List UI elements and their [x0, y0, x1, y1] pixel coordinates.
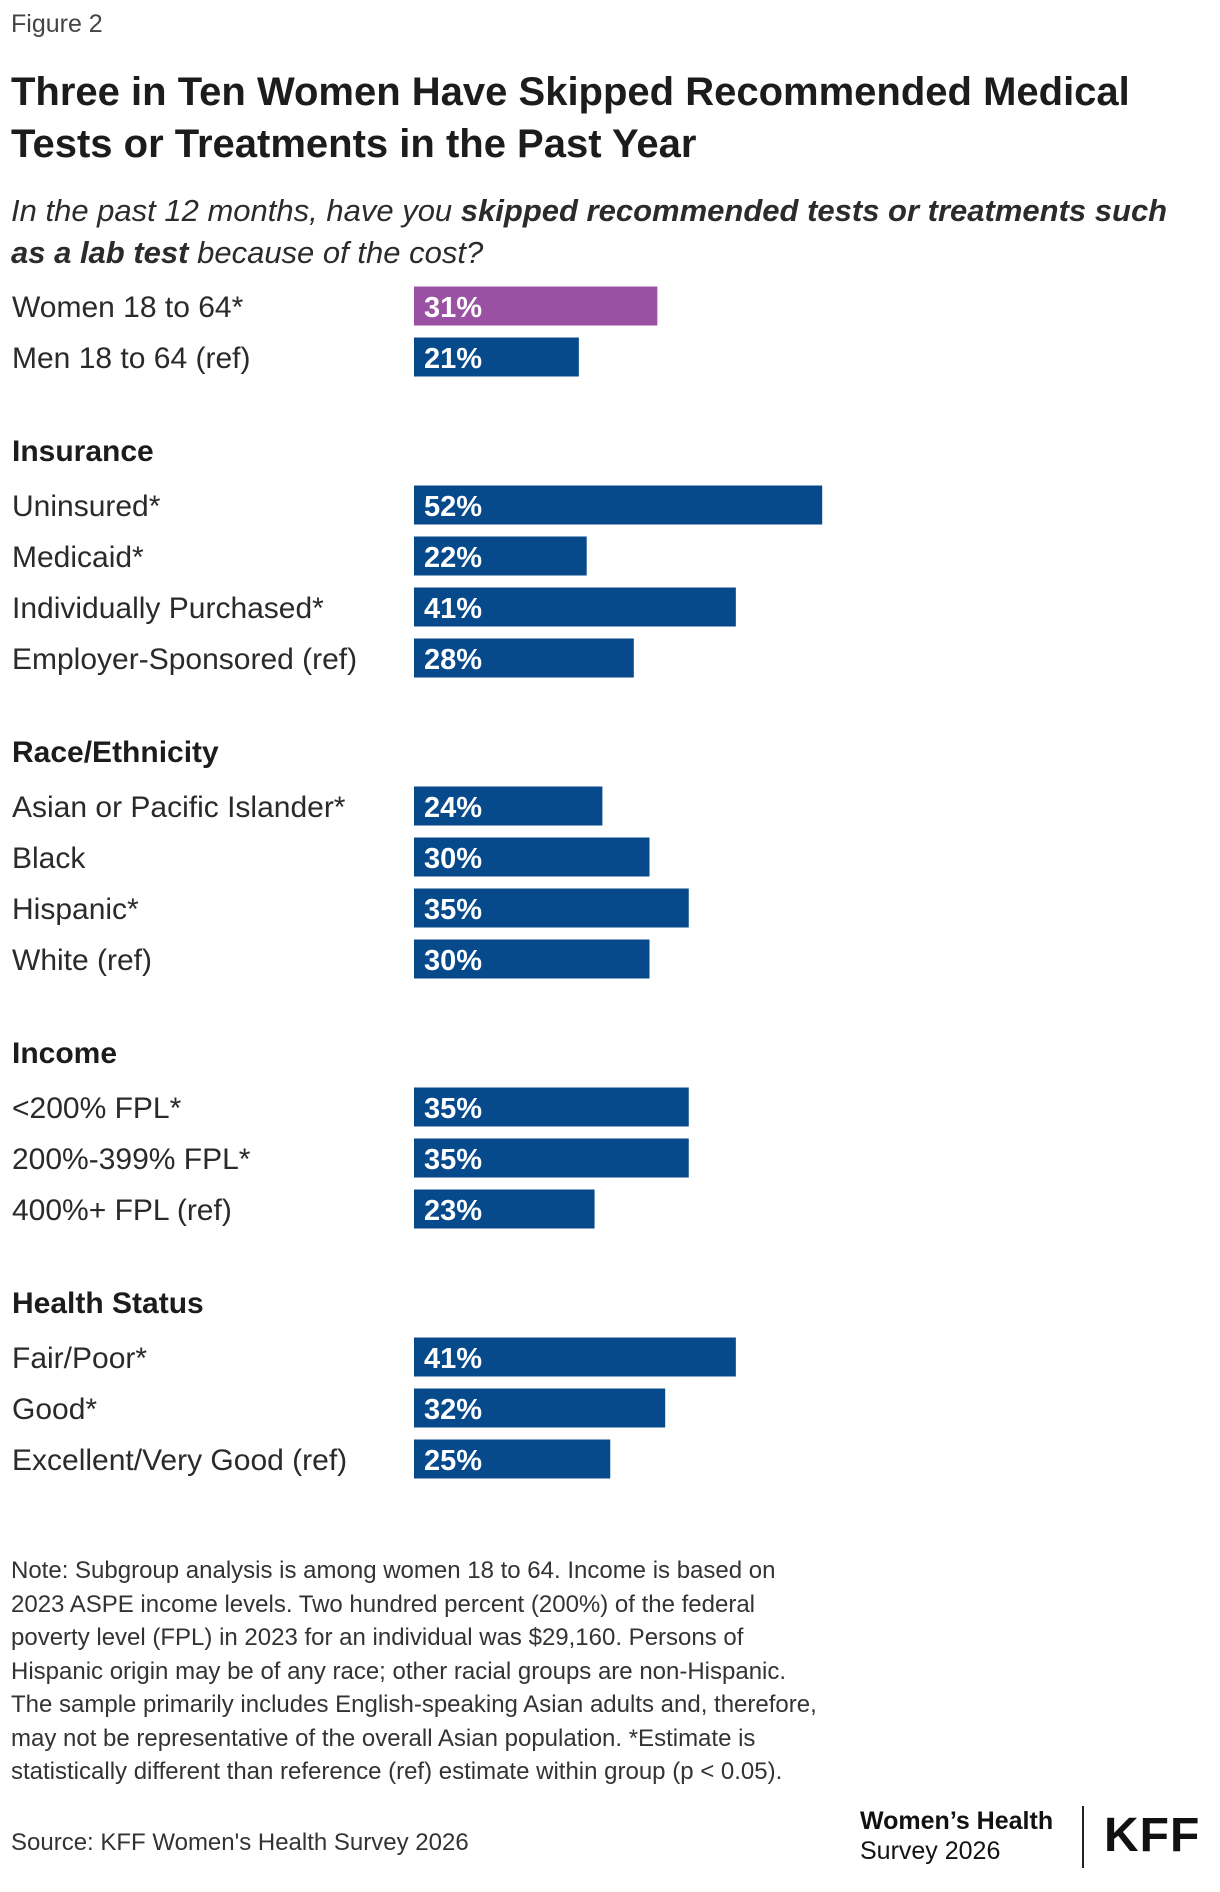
survey-brand-line2: Survey 2026 [860, 1837, 1001, 1865]
bar-200-399-fpl [414, 1138, 689, 1178]
bar-good [414, 1388, 666, 1428]
subtitle-bold: skipped recommended tests or treatments … [11, 193, 1168, 270]
category-label-black: Black [12, 842, 86, 875]
brand-divider [1082, 1806, 1084, 1868]
group-heading-income: Income [12, 1037, 117, 1070]
data-label-uninsured: 52% [424, 491, 482, 523]
survey-brand-line1: Women’s Health [860, 1807, 1054, 1835]
category-label-uninsured: Uninsured* [12, 490, 161, 523]
bar-400-fpl-ref [414, 1189, 595, 1229]
data-label-asian-or-pacific-islander: 24% [424, 792, 482, 824]
data-label-200-399-fpl: 35% [424, 1144, 482, 1176]
category-label-200-fpl: <200% FPL* [12, 1092, 182, 1125]
data-label-men-18-to-64-ref: 21% [424, 343, 482, 375]
bar-asian-or-pacific-islander [414, 786, 603, 826]
data-label-hispanic: 35% [424, 894, 482, 926]
bar-employer-sponsored-ref [414, 638, 634, 678]
chart-title: Three in Ten Women Have Skipped Recommen… [11, 70, 1130, 166]
data-label-200-fpl: 35% [424, 1093, 482, 1125]
subtitle-part2: because of the cost? [188, 235, 484, 270]
category-label-excellent-very-good-ref: Excellent/Very Good (ref) [12, 1444, 347, 1477]
chart-source: Source: KFF Women's Health Survey 2026 [11, 1829, 469, 1856]
data-label-excellent-very-good-ref: 25% [424, 1445, 482, 1477]
group-heading-insurance: Insurance [12, 435, 154, 468]
category-label-women-18-to-64: Women 18 to 64* [12, 291, 244, 324]
group-heading-health-status: Health Status [12, 1287, 204, 1320]
bar-200-fpl [414, 1087, 689, 1127]
bar-white-ref [414, 939, 650, 979]
data-label-women-18-to-64: 31% [424, 292, 482, 324]
category-label-medicaid: Medicaid* [12, 541, 144, 574]
bar-uninsured [414, 485, 823, 525]
category-label-fair-poor: Fair/Poor* [12, 1342, 147, 1375]
category-label-men-18-to-64-ref: Men 18 to 64 (ref) [12, 342, 250, 375]
category-label-white-ref: White (ref) [12, 944, 152, 977]
bar-hispanic [414, 888, 689, 928]
bar-women-18-to-64 [414, 286, 658, 326]
data-label-white-ref: 30% [424, 945, 482, 977]
chart-subtitle: In the past 12 months, have you skipped … [11, 190, 1201, 274]
data-label-employer-sponsored-ref: 28% [424, 644, 482, 676]
bar-men-18-to-64-ref [414, 337, 579, 377]
category-label-200-399-fpl: 200%-399% FPL* [12, 1143, 251, 1176]
survey-brand: Women’s Health Survey 2026 [860, 1806, 1053, 1866]
category-label-individually-purchased: Individually Purchased* [12, 592, 324, 625]
category-label-employer-sponsored-ref: Employer-Sponsored (ref) [12, 643, 357, 676]
bar-medicaid [414, 536, 587, 576]
category-label-good: Good* [12, 1393, 97, 1426]
group-heading-race-ethnicity: Race/Ethnicity [12, 736, 219, 769]
bar-excellent-very-good-ref [414, 1439, 611, 1479]
data-label-fair-poor: 41% [424, 1343, 482, 1375]
data-label-good: 32% [424, 1394, 482, 1426]
figure-label: Figure 2 [11, 10, 103, 38]
chart-note: Note: Subgroup analysis is among women 1… [11, 1557, 817, 1785]
data-label-black: 30% [424, 843, 482, 875]
kff-logo: KFF [1104, 1809, 1201, 1862]
category-label-hispanic: Hispanic* [12, 893, 139, 926]
bar-fair-poor [414, 1337, 736, 1377]
subtitle-part1: In the past 12 months, have you [11, 193, 461, 228]
data-label-individually-purchased: 41% [424, 593, 482, 625]
bar-black [414, 837, 650, 877]
category-label-asian-or-pacific-islander: Asian or Pacific Islander* [12, 791, 346, 824]
data-label-medicaid: 22% [424, 542, 482, 574]
data-label-400-fpl-ref: 23% [424, 1195, 482, 1227]
category-label-400-fpl-ref: 400%+ FPL (ref) [12, 1194, 232, 1227]
bar-individually-purchased [414, 587, 736, 627]
